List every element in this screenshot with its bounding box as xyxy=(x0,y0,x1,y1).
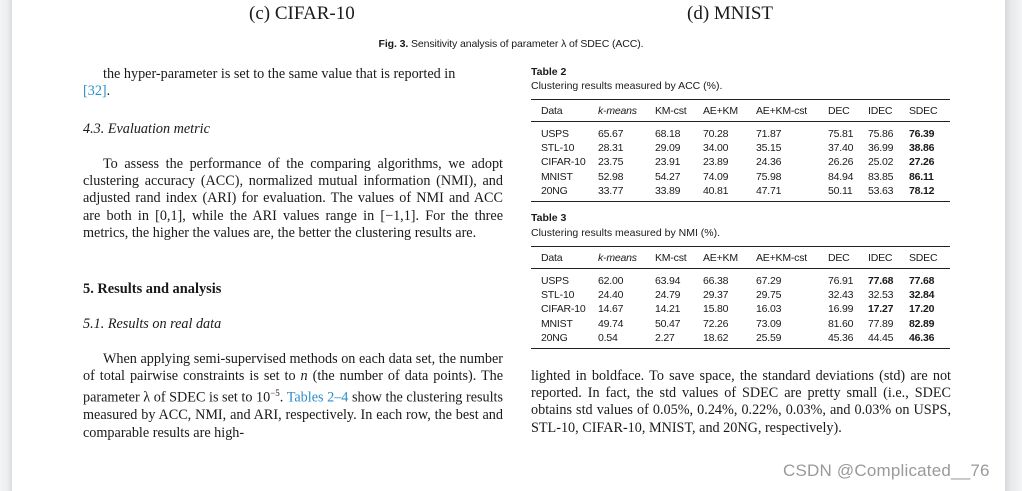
subfigure-caption-c: (c) CIFAR-10 xyxy=(249,3,355,24)
section-heading-4-3: 4.3. Evaluation metric xyxy=(83,121,210,137)
paragraph-evaluation-metric: To assess the performance of the compari… xyxy=(83,156,503,241)
citation-link-32[interactable]: [32] xyxy=(83,83,107,100)
table-row: USPS 65.67 68.18 70.28 71.87 75.81 75.86 76.39 xyxy=(541,128,935,140)
col-header-kmeans: k-means xyxy=(598,104,637,117)
tables-2-4-link[interactable]: Tables 2–4 xyxy=(286,390,349,407)
table2-acc-results: Data k-means KM-cst AE+KM AE+KM-cst DEC … xyxy=(531,99,950,202)
csdn-watermark: CSDN @Complicated__76 xyxy=(783,461,990,480)
col-header-data: Data xyxy=(541,104,563,117)
paragraph-results-real-data: When applying semi-supervised methods on… xyxy=(83,351,504,441)
table3-title: Table 3 xyxy=(531,212,567,224)
table-row: 20NG 0.54 2.27 18.62 25.59 45.36 44.45 46.36 xyxy=(531,331,950,349)
col-header-aekm: AE+KM xyxy=(703,104,738,117)
page-edge-left xyxy=(0,0,12,491)
col-header-idec: IDEC xyxy=(868,104,893,117)
col-header-idec: IDEC xyxy=(868,251,893,264)
paragraph-std-note: lighted in boldface. To save space, the … xyxy=(531,368,951,436)
table-row: CIFAR-10 14.67 14.21 15.80 16.03 16.99 17.27 17… xyxy=(541,303,935,316)
col-header-kmcst: KM-cst xyxy=(655,251,687,264)
table-row: MNIST 49.74 50.47 72.26 73.09 81.60 77.89 82.89 xyxy=(541,317,935,330)
table3-caption: Clustering results measured by NMI (%). xyxy=(531,227,721,239)
table2-caption: Clustering results measured by ACC (%). xyxy=(531,80,723,92)
page-scrollbar-gutter[interactable] xyxy=(1005,0,1022,491)
table3-nmi-results: Data k-means KM-cst AE+KM AE+KM-cst DEC … xyxy=(531,246,950,349)
col-header-dec: DEC xyxy=(828,104,850,117)
col-header-aekmcst: AE+KM-cst xyxy=(756,104,808,117)
col-header-kmcst: KM-cst xyxy=(655,104,687,117)
col-header-sdec: SDEC xyxy=(909,104,938,117)
table-header-row: Data k-means KM-cst AE+KM AE+KM-cst DEC … xyxy=(531,99,950,122)
table-row: STL-10 28.31 29.09 34.00 35.15 37.40 36.99 38.8… xyxy=(541,142,935,155)
table2-title: Table 2 xyxy=(531,66,567,78)
table-row: MNIST 52.98 54.27 74.09 75.98 84.94 83.85 86.11 xyxy=(541,170,934,183)
col-header-aekmcst: AE+KM-cst xyxy=(756,251,808,264)
figure-caption-text: Sensitivity analysis of parameter λ of S… xyxy=(410,38,644,50)
figure-caption-label: Fig. 3. xyxy=(378,38,409,50)
table-row: USPS 62.00 63.94 66.38 67.29 76.91 77.68 77.68 xyxy=(541,275,935,287)
table-header-row: Data k-means KM-cst AE+KM AE+KM-cst DEC … xyxy=(531,246,950,269)
table-row: STL-10 24.40 24.79 29.37 29.75 32.43 32.53 32.8… xyxy=(541,289,935,302)
table-row: CIFAR-10 23.75 23.91 23.89 24.36 26.26 25.02 27… xyxy=(541,156,935,169)
col-header-sdec: SDEC xyxy=(909,251,938,264)
col-header-data: Data xyxy=(541,251,563,264)
col-header-dec: DEC xyxy=(828,251,850,264)
paragraph-hyperparameter: the hyper-parameter is set to the same v… xyxy=(83,66,456,100)
figure-caption: Fig. 3. Sensitivity analysis of paramete… xyxy=(0,38,1022,50)
subfigure-caption-d: (d) MNIST xyxy=(687,3,774,24)
section-heading-5-1: 5.1. Results on real data xyxy=(83,316,222,332)
col-header-kmeans: k-means xyxy=(598,251,637,264)
table-row: 20NG 33.77 33.89 40.81 47.71 50.11 53.63 78.12 xyxy=(531,184,950,202)
section-heading-5: 5. Results and analysis xyxy=(83,281,222,297)
col-header-aekm: AE+KM xyxy=(703,251,738,264)
